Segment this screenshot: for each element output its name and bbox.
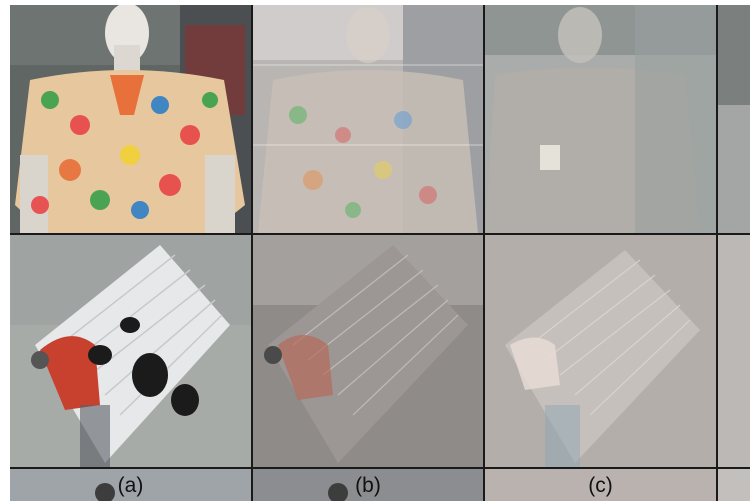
panel-a-caption-cell: (a) — [10, 469, 251, 501]
photo-suitcase-result-c — [485, 235, 716, 467]
panel-b-caption-cell: (b) — [253, 469, 483, 501]
panel-b-label: (b) — [355, 474, 381, 497]
photo-edge-strip-bottom — [718, 469, 750, 501]
panel-c-label: (c) — [588, 474, 613, 497]
photo-suitcase-result-b — [253, 235, 483, 467]
panel-c-caption-cell: (c) — [485, 469, 716, 501]
photo-suitcase-original — [10, 235, 251, 467]
image-figure-grid: (a) (b) (c) — [10, 5, 750, 501]
photo-mannequin-result-c — [485, 5, 716, 233]
panel-a-label: (a) — [117, 474, 144, 497]
photo-mannequin-original — [10, 5, 251, 233]
photo-edge-strip-top — [718, 5, 750, 233]
photo-mannequin-result-b — [253, 5, 483, 233]
photo-edge-strip-middle — [718, 235, 750, 467]
